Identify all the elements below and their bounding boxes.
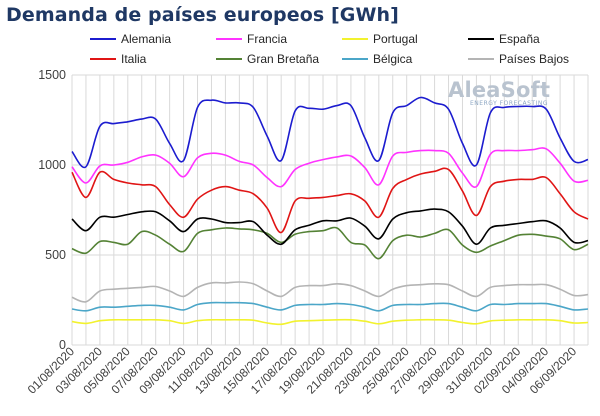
- legend-item-italia: Italia: [90, 52, 146, 66]
- y-tick-label: 1500: [38, 68, 66, 82]
- logo-tagline: ENERGY FORECASTING: [470, 100, 548, 107]
- legend-label-francia: Francia: [247, 32, 288, 46]
- legend-item-belgica: Bélgica: [342, 52, 412, 66]
- legend-swatch-alemania: [90, 38, 116, 40]
- legend-label-espana: España: [499, 32, 540, 46]
- legend-label-paises-bajos: Países Bajos: [499, 52, 570, 66]
- grid-lines: [71, 74, 589, 346]
- y-tick-label: 500: [45, 248, 66, 262]
- series-line-alemania: [71, 96, 589, 169]
- logo-name: AleaSoft: [448, 78, 551, 102]
- series-line-francia: [71, 147, 589, 188]
- legend-label-belgica: Bélgica: [373, 52, 413, 66]
- legend-item-alemania: Alemania: [90, 32, 171, 46]
- y-axis-ticks: 0 500 1000 1500: [38, 68, 66, 352]
- legend-swatch-italia: [90, 58, 116, 60]
- chart-title: Demanda de países europeos [GWh]: [6, 4, 399, 26]
- series-line-gran-breta-a: [71, 226, 589, 260]
- legend-label-alemania: Alemania: [121, 32, 172, 46]
- legend-swatch-gran-bretana: [216, 58, 242, 60]
- legend-label-gran-bretana: Gran Bretaña: [247, 52, 320, 66]
- series-line-portugal: [71, 318, 589, 326]
- legend-swatch-francia: [216, 38, 242, 40]
- legend-label-portugal: Portugal: [373, 32, 418, 46]
- legend-item-paises-bajos: Países Bajos: [468, 52, 569, 66]
- series-lines: [71, 96, 589, 326]
- x-axis-ticks: 01/08/202003/08/202005/08/202007/08/2020…: [25, 344, 580, 397]
- legend-item-portugal: Portugal: [342, 32, 418, 46]
- legend-item-gran-bretana: Gran Bretaña: [216, 52, 319, 66]
- legend-item-espana: España: [468, 32, 540, 46]
- legend-swatch-portugal: [342, 38, 368, 40]
- series-line-italia: [71, 167, 589, 234]
- legend-swatch-belgica: [342, 58, 368, 60]
- series-line-b-lgica: [71, 301, 589, 312]
- series-line-pa-ses-bajos: [71, 281, 589, 303]
- legend-label-italia: Italia: [121, 52, 147, 66]
- legend-swatch-espana: [468, 38, 494, 40]
- legend-item-francia: Francia: [216, 32, 287, 46]
- series-line-espa-a: [71, 208, 589, 246]
- legend-swatch-paises-bajos: [468, 58, 494, 60]
- aleasoft-logo: AleaSoft ENERGY FORECASTING: [448, 78, 550, 107]
- y-tick-label: 1000: [38, 158, 66, 172]
- y-tick-label: 0: [59, 338, 66, 352]
